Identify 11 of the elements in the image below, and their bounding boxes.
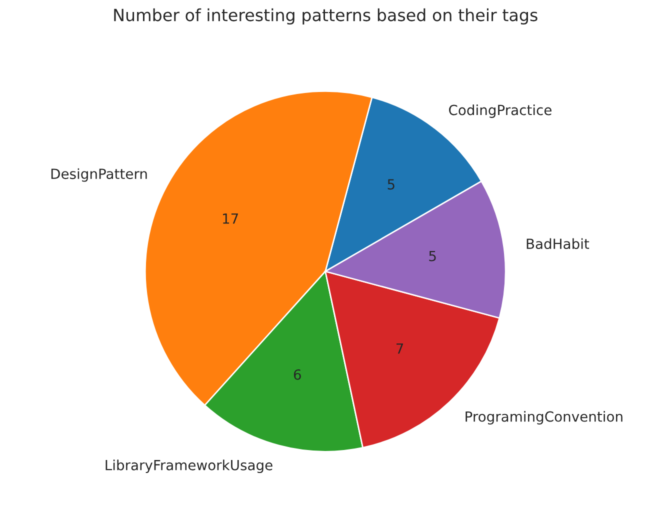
data-label: 7 [396,344,404,354]
data-label: 6 [294,369,301,380]
chart-title: Number of interesting patterns based on their tags [114,8,538,25]
slice-label: BadHabit [526,238,590,250]
slice-label: ProgramingConvention [466,411,622,424]
data-label: 5 [388,179,394,190]
data-label: 5 [429,250,436,262]
data-label: 17 [223,213,238,224]
slice-label: DesignPattern [51,168,147,182]
slice-label: LibraryFrameworkUsage [106,460,272,474]
slice-label: CodingPractice [449,104,552,118]
